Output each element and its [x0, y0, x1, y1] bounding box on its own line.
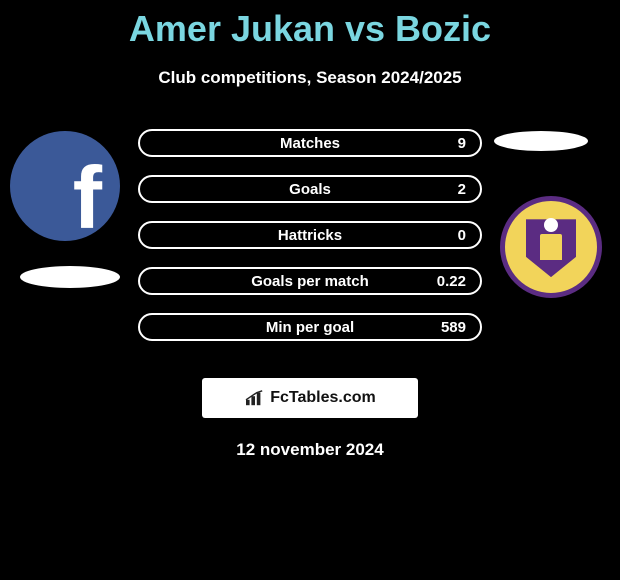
- avatar-left-shadow: [20, 266, 120, 288]
- stat-label: Min per goal: [266, 319, 354, 336]
- avatar-right-shadow: [494, 131, 588, 151]
- stat-row-goals-per-match: Goals per match 0.22: [138, 267, 482, 295]
- stat-label: Goals: [289, 181, 331, 198]
- watermark: FcTables.com: [202, 378, 418, 418]
- maribor-ball-shape: [544, 218, 558, 232]
- player-right-club-badge: [500, 196, 602, 298]
- stat-value: 0.22: [437, 273, 466, 290]
- facebook-f-glyph: f: [73, 147, 102, 241]
- player-left-avatar: f: [10, 131, 120, 241]
- facebook-icon: f: [10, 131, 120, 241]
- stat-value: 9: [458, 135, 466, 152]
- stat-row-hattricks: Hattricks 0: [138, 221, 482, 249]
- stat-label: Goals per match: [251, 273, 369, 290]
- maribor-badge-icon: [505, 201, 597, 293]
- stat-value: 0: [458, 227, 466, 244]
- stat-row-matches: Matches 9: [138, 129, 482, 157]
- comparison-panel: f Matches 9 Goals 2 Hattricks 0 Goals pe…: [0, 126, 620, 366]
- stat-row-goals: Goals 2: [138, 175, 482, 203]
- watermark-text: FcTables.com: [270, 389, 376, 407]
- page-title: Amer Jukan vs Bozic: [0, 0, 620, 50]
- stat-value: 2: [458, 181, 466, 198]
- stat-value: 589: [441, 319, 466, 336]
- stats-list: Matches 9 Goals 2 Hattricks 0 Goals per …: [138, 129, 482, 359]
- stat-label: Matches: [280, 135, 340, 152]
- stat-row-min-per-goal: Min per goal 589: [138, 313, 482, 341]
- fctables-chart-icon: [244, 389, 266, 407]
- subtitle: Club competitions, Season 2024/2025: [0, 68, 620, 88]
- stat-label: Hattricks: [278, 227, 342, 244]
- maribor-castle-shape: [540, 234, 562, 260]
- date-label: 12 november 2024: [0, 440, 620, 460]
